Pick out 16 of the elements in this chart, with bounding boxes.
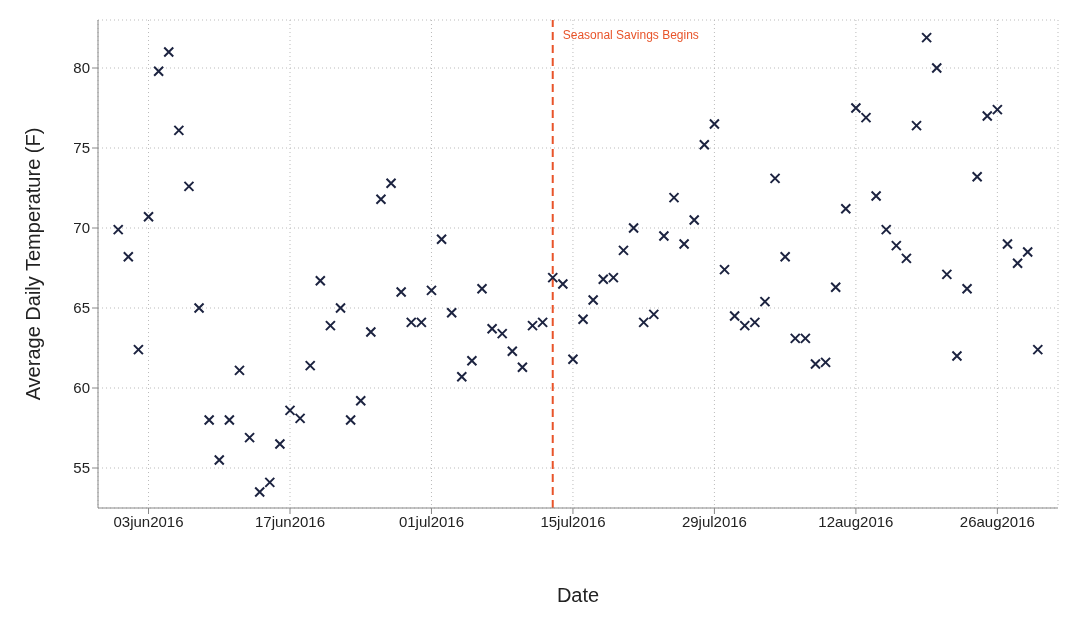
x-tick-label: 29jul2016 [681,512,747,530]
x-tick-label: 03jun2016 [113,512,184,530]
y-axis-title: Average Daily Temperature (F) [22,127,45,401]
x-tick-label: 17jun2016 [254,512,326,530]
y-tick-label: 75 [73,139,90,157]
ref-line-label: Seasonal Savings Begins [562,27,699,42]
x-tick-label: 15jul2016 [540,512,606,530]
x-tick-label: 26aug2016 [959,512,1035,530]
y-tick-label: 60 [73,379,90,397]
y-tick-label: 55 [73,459,90,477]
y-tick-label: 65 [73,299,90,317]
x-tick-label: 12aug2016 [818,512,894,530]
y-tick-label: 80 [73,59,90,77]
x-axis-title: Date [556,584,600,607]
y-tick-label: 70 [73,219,90,237]
x-tick-label: 01jul2016 [398,512,464,530]
